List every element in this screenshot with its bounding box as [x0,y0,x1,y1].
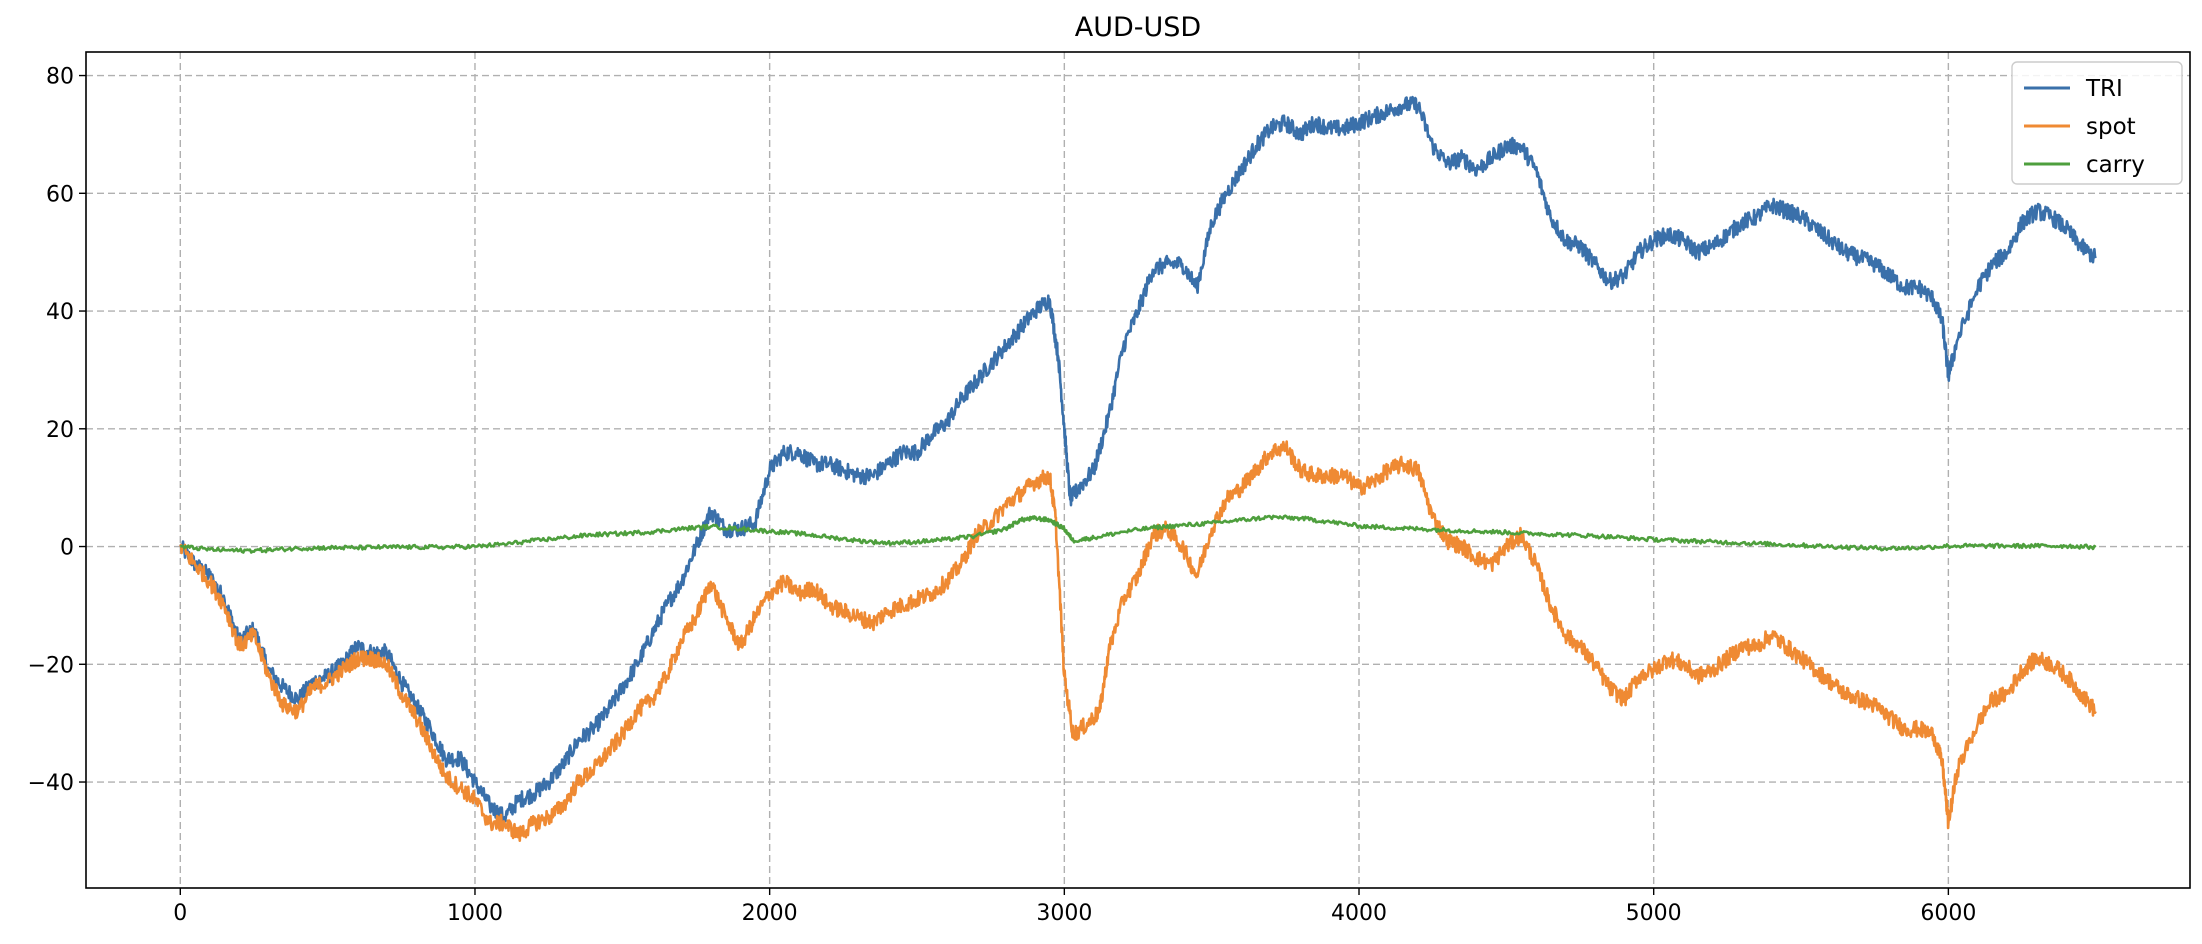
x-tick-label: 1000 [447,901,503,926]
x-tick-label: 2000 [742,901,798,926]
x-tick-label: 5000 [1626,901,1682,926]
y-tick-label: −20 [28,653,74,678]
y-tick-label: 20 [46,418,74,443]
x-axis-ticks: 0 1000 2000 3000 4000 5000 6000 [173,888,1976,926]
y-tick-label: 60 [46,182,74,207]
chart-title: AUD-USD [1075,12,1201,43]
x-tick-label: 0 [173,901,187,926]
x-tick-label: 3000 [1036,901,1092,926]
series-lines [179,95,2097,842]
y-tick-label: 0 [60,536,74,561]
legend-box [2011,61,2183,185]
series-line-TRI [179,95,2097,823]
series-line-carry [180,514,2097,554]
series-line-spot [179,440,2097,842]
legend-label-TRI: TRI [2085,76,2123,102]
y-tick-label: 40 [46,300,74,325]
plot-frame [85,51,2191,889]
y-tick-label: 80 [46,65,74,90]
x-tick-label: 4000 [1331,901,1387,926]
grid-lines [86,52,2190,888]
y-axis-ticks: −40 −20 0 20 40 60 80 [28,65,86,796]
x-tick-label: 6000 [1920,901,1976,926]
y-tick-label: −40 [28,771,74,796]
legend-label-carry: carry [2086,152,2145,178]
legend: TRI spot carry [2011,61,2183,185]
legend-label-spot: spot [2086,114,2136,140]
